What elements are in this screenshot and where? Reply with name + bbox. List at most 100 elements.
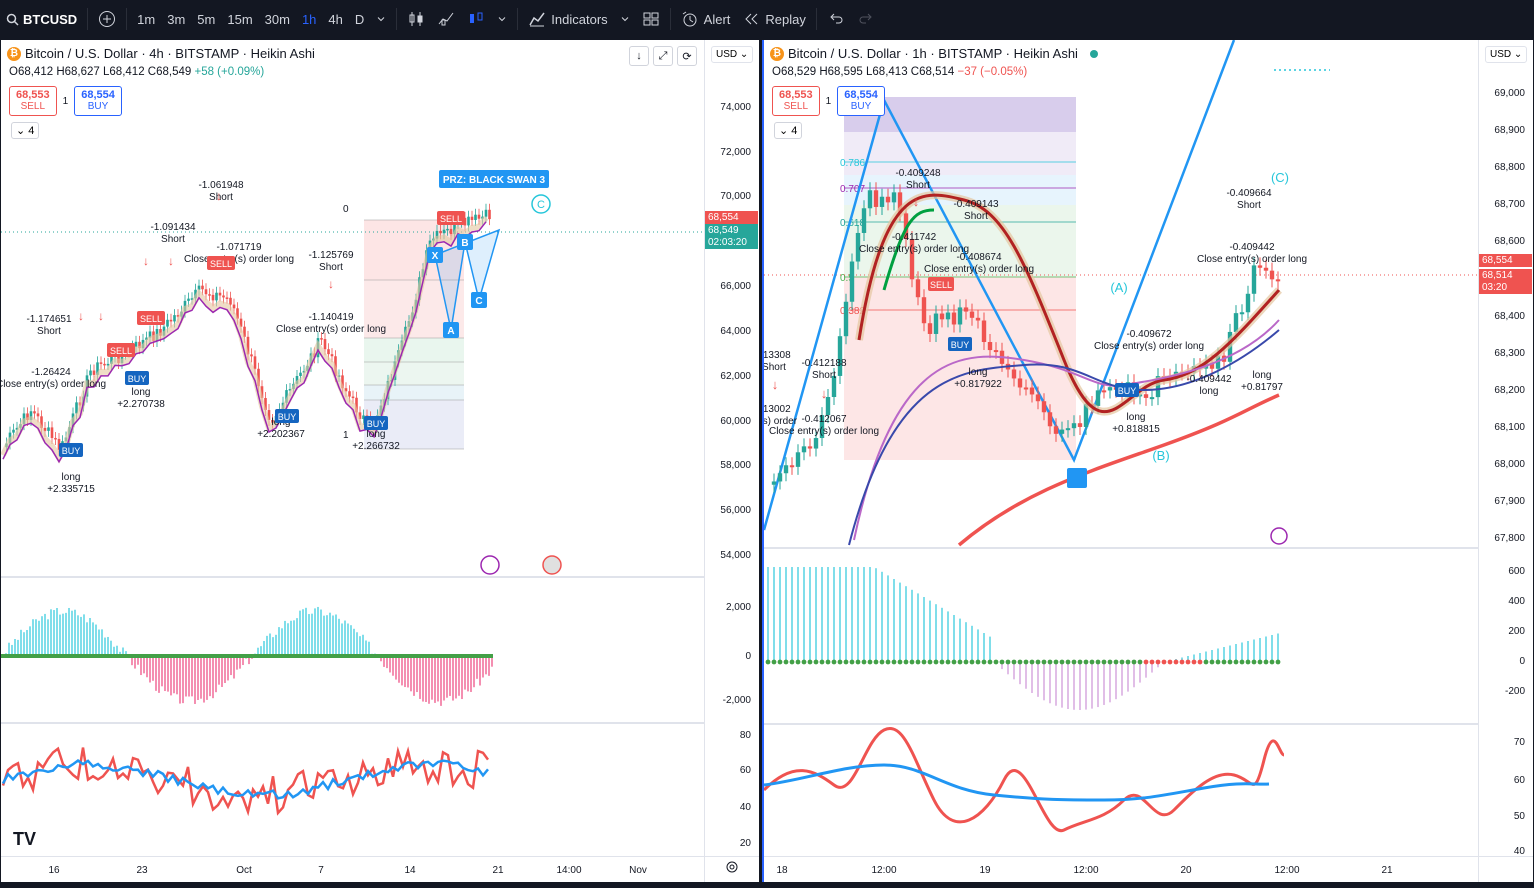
layout-button[interactable] — [636, 0, 666, 38]
osc-zero-dot — [891, 659, 897, 665]
replay-button[interactable]: Replay — [736, 0, 811, 38]
trade-annotation-sub: Short — [319, 262, 343, 273]
pattern-point-marker — [1067, 468, 1087, 488]
settings-button[interactable] — [704, 856, 759, 882]
rsi-tick: 60 — [739, 765, 751, 776]
heikin-ashi-button[interactable] — [431, 0, 461, 38]
redo-button[interactable] — [851, 0, 881, 38]
osc-tick: -200 — [1504, 686, 1525, 697]
candle-body — [446, 228, 449, 231]
buy-signal-label: BUY — [62, 446, 81, 456]
chart-type-dropdown[interactable] — [491, 0, 513, 38]
osc-zero-dot — [1263, 659, 1269, 665]
indicator-collapse-button[interactable]: ⌄ 4 — [11, 122, 40, 139]
candle-body — [201, 285, 204, 290]
prz-label: PRZ: BLACK SWAN 3 — [443, 175, 546, 186]
fib-level-label: 0.786 — [840, 158, 865, 169]
price-tick: 58,000 — [720, 460, 751, 471]
ohlc-values: O68,529 H68,595 L68,413 C68,514 −37 (−0.… — [772, 66, 1027, 78]
candle-body — [801, 446, 807, 453]
interval-5m[interactable]: 5m — [197, 11, 216, 27]
chart-type-button[interactable] — [461, 0, 491, 38]
right-chart-canvas[interactable]: 0.786 0.707 0.618 0.5 0.382 (A) (B) (C) -0.40924… — [764, 40, 1478, 882]
trade-annotation-sub: Close entry(s) order long — [184, 254, 294, 265]
chart-legend[interactable]: ₿ Bitcoin / U.S. Dollar · 1h · BITSTAMP … — [770, 46, 1098, 61]
time-tick: 19 — [979, 865, 991, 876]
quantity[interactable]: 1 — [825, 95, 832, 107]
trade-annotation: -0.412188 — [801, 358, 846, 369]
chart-pane-right[interactable]: ₿ Bitcoin / U.S. Dollar · 1h · BITSTAMP … — [762, 40, 1533, 882]
pattern-point-label: A — [447, 326, 454, 337]
change-value: −37 (−0.05%) — [957, 66, 1028, 78]
time-axis-left[interactable]: 16 23 Oct 7 14 21 14:00 Nov — [1, 856, 704, 882]
osc-zero-dot — [1143, 659, 1149, 665]
candle-body — [40, 416, 43, 428]
candle-body — [43, 427, 47, 431]
osc-tick: -2,000 — [722, 695, 751, 706]
price-axis-left[interactable]: USD ⌄ 74,00072,00070,00068,00066,00064,0… — [704, 40, 759, 882]
interval-15m[interactable]: 15m — [227, 11, 253, 27]
candle-body — [813, 438, 819, 449]
candle-body — [236, 308, 239, 319]
osc-zero-dot — [951, 659, 957, 665]
indicators-button[interactable]: Indicators — [522, 0, 613, 38]
undo-button[interactable] — [821, 0, 851, 38]
sync-icon[interactable]: ⟳ — [677, 46, 697, 66]
trade-annotation: -0.409672 — [1126, 329, 1171, 340]
interval-dropdown[interactable] — [370, 0, 392, 38]
sell-button[interactable]: 68,553 SELL — [9, 86, 57, 116]
rsi-tick: 40 — [739, 802, 751, 813]
candle-body — [110, 356, 113, 364]
compare-button[interactable] — [92, 0, 122, 38]
interval-3m[interactable]: 3m — [167, 11, 186, 27]
candle-body — [134, 341, 138, 347]
time-axis-right[interactable]: 18 12:00 19 12:00 20 12:00 21 — [764, 856, 1478, 882]
candle-body — [861, 208, 867, 233]
open-value: O68,529 — [772, 66, 817, 78]
symbol-search[interactable]: BTCUSD — [0, 0, 83, 38]
symbol-label: BTCUSD — [23, 11, 78, 27]
alert-button[interactable]: Alert — [675, 0, 737, 38]
currency-selector[interactable]: USD ⌄ — [711, 46, 754, 63]
price-axis-right[interactable]: USD ⌄ 69,000 68,900 68,800 68,700 68,600 68,4… — [1478, 40, 1533, 882]
chart-legend[interactable]: ₿ Bitcoin / U.S. Dollar · 4h · BITSTAMP … — [7, 46, 315, 61]
separator — [517, 8, 519, 30]
event-icon — [1270, 527, 1288, 545]
trade-annotation-sub: Close entry(s) order long — [276, 324, 386, 335]
quantity[interactable]: 1 — [62, 95, 69, 107]
maximize-icon[interactable]: ⤢ — [653, 46, 673, 66]
candle-body — [187, 298, 190, 301]
osc-zero-dot — [783, 659, 789, 665]
indicators-dropdown[interactable] — [614, 0, 636, 38]
download-icon[interactable]: ↓ — [629, 46, 649, 66]
trade-annotation-sub: Short — [906, 180, 930, 191]
fib-level-label: 0.707 — [840, 184, 865, 195]
candle-body — [1047, 412, 1053, 427]
price-tick: 69,000 — [1494, 88, 1525, 99]
buy-signal-box — [275, 409, 299, 423]
buy-signal-label: BUY — [278, 412, 297, 422]
candle-body — [1059, 429, 1065, 434]
sell-signal-box — [928, 277, 954, 291]
currency-selector[interactable]: USD ⌄ — [1485, 46, 1528, 63]
interval-1m[interactable]: 1m — [137, 11, 156, 27]
buy-button[interactable]: 68,554 BUY — [74, 86, 122, 116]
trade-annotation: -1.174651 — [26, 314, 71, 325]
indicator-collapse-button[interactable]: ⌄ 4 — [774, 122, 803, 139]
interval-30m[interactable]: 30m — [264, 11, 290, 27]
bar-style-button[interactable] — [401, 0, 431, 38]
osc-zero-dot — [1233, 659, 1239, 665]
undo-icon — [827, 10, 845, 28]
interval-4h[interactable]: 4h — [328, 11, 343, 27]
interval-1h[interactable]: 1h — [301, 11, 317, 27]
rsi-tick: 70 — [1513, 737, 1525, 748]
candle-body — [777, 473, 783, 482]
interval-d[interactable]: D — [354, 11, 365, 27]
sell-button[interactable]: 68,553 SELL — [772, 86, 820, 116]
candle-body — [232, 304, 236, 309]
trade-annotation-sub: Short — [764, 362, 786, 373]
harmonic-pattern — [434, 228, 501, 331]
chart-pane-left[interactable]: ₿ Bitcoin / U.S. Dollar · 4h · BITSTAMP … — [1, 40, 759, 882]
buy-button[interactable]: 68,554 BUY — [837, 86, 885, 116]
